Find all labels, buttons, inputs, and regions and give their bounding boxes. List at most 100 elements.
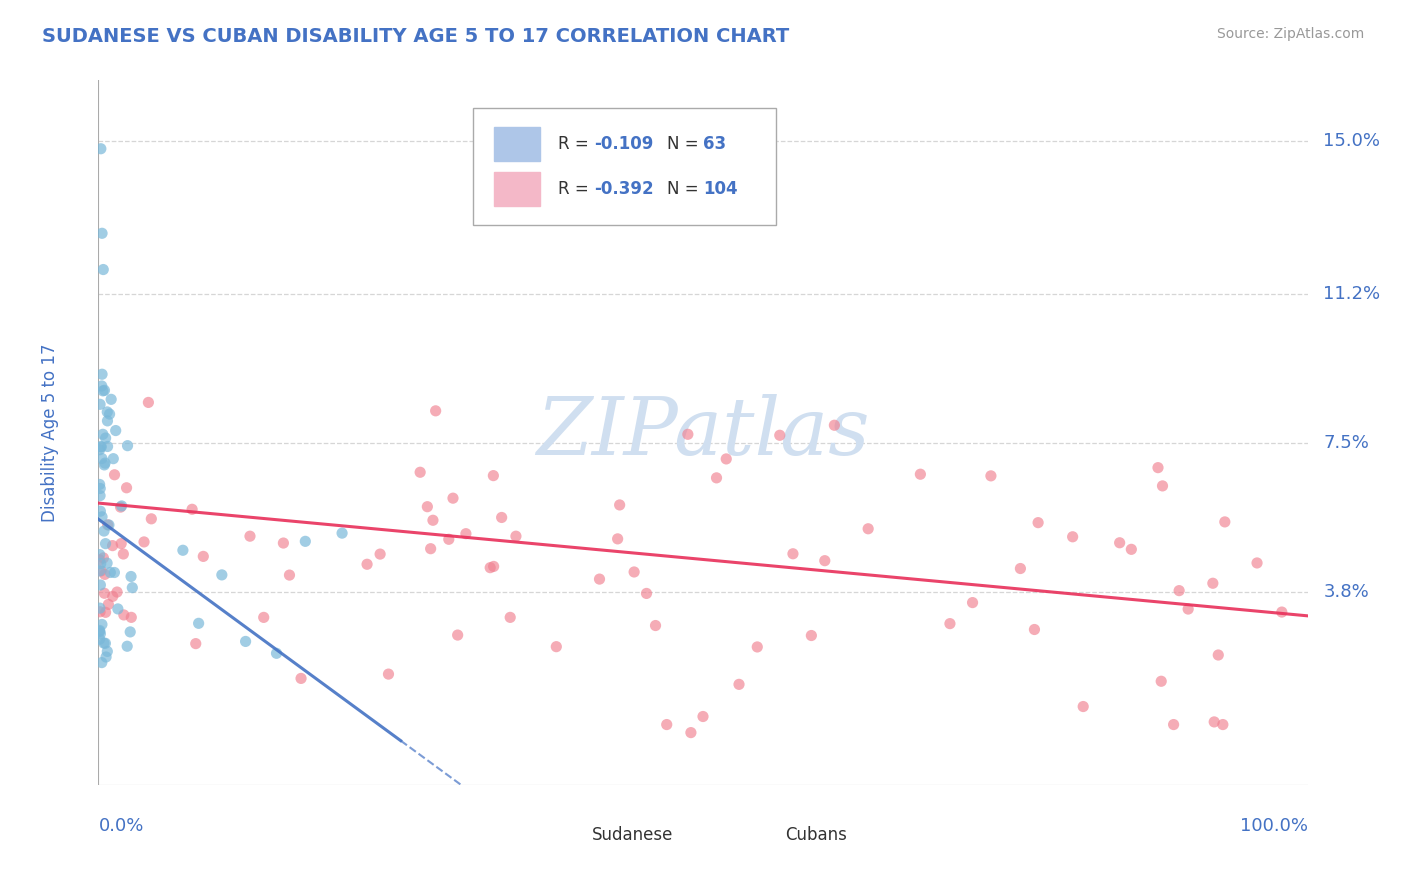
Point [93,586,115,600]
Point [239,529,262,543]
Point [141,512,163,526]
Point [89,489,111,503]
Point [89,504,111,518]
Point [1168,583,1191,598]
Point [1163,717,1185,731]
Point [273,536,295,550]
Point [1010,561,1032,575]
Point [112,547,135,561]
Point [962,596,984,610]
Point [482,559,505,574]
Point [706,471,728,485]
Text: 3.8%: 3.8% [1323,582,1369,600]
Point [115,481,138,495]
Point [1147,460,1170,475]
Point [187,616,209,631]
Point [588,572,610,586]
Point [132,535,155,549]
Point [491,510,513,524]
Point [368,547,391,561]
Point [100,392,122,407]
Point [1071,699,1094,714]
Point [676,427,699,442]
Point [120,610,142,624]
Point [482,468,505,483]
FancyBboxPatch shape [474,109,776,225]
Point [505,529,527,543]
Point [97,598,120,612]
Point [94,650,117,665]
Point [91,368,114,382]
Point [89,624,111,639]
Point [1177,602,1199,616]
Point [441,491,464,505]
Text: Sudanese: Sudanese [592,826,673,844]
Text: R =: R = [558,180,593,198]
Point [546,640,568,654]
Point [91,384,114,398]
Point [769,428,792,442]
Point [1271,605,1294,619]
Text: ZIPatlas: ZIPatlas [536,394,870,471]
Point [138,395,160,409]
Point [814,554,837,568]
Point [89,605,111,619]
Point [1212,717,1234,731]
Point [112,607,135,622]
Point [856,522,879,536]
Point [120,569,142,583]
Point [98,566,121,580]
Point [278,568,301,582]
Point [107,602,129,616]
Point [111,499,134,513]
Point [211,567,233,582]
Point [1062,530,1084,544]
Point [89,482,111,496]
Text: 100.0%: 100.0% [1240,817,1308,835]
Point [692,709,714,723]
Point [93,550,115,565]
Point [110,500,132,515]
Text: N =: N = [666,136,703,153]
Point [1213,515,1236,529]
Text: N =: N = [666,180,703,198]
Point [103,467,125,482]
FancyBboxPatch shape [494,128,540,161]
Point [422,513,444,527]
Point [1206,648,1229,662]
Point [1026,516,1049,530]
Point [121,581,143,595]
Point [103,566,125,580]
Point [90,564,112,578]
Point [1150,674,1173,689]
Point [606,532,628,546]
Point [89,548,111,562]
Text: 11.2%: 11.2% [1323,285,1381,302]
Point [96,414,118,428]
Point [172,543,194,558]
Point [91,427,114,442]
Point [89,601,111,615]
Point [939,616,962,631]
Text: 15.0%: 15.0% [1323,132,1381,150]
Point [94,431,117,445]
Point [89,578,111,592]
Point [97,517,120,532]
Point [89,442,111,457]
Text: 104: 104 [703,180,738,198]
Point [110,536,132,550]
Point [103,451,125,466]
Point [90,617,112,632]
Point [747,640,769,654]
Point [96,644,118,658]
Text: 7.5%: 7.5% [1323,434,1369,451]
Point [910,467,932,482]
Point [454,526,477,541]
Point [716,451,738,466]
Point [416,500,439,514]
Point [609,498,631,512]
Point [89,477,111,491]
Point [447,628,470,642]
Point [96,556,118,570]
Point [290,672,312,686]
